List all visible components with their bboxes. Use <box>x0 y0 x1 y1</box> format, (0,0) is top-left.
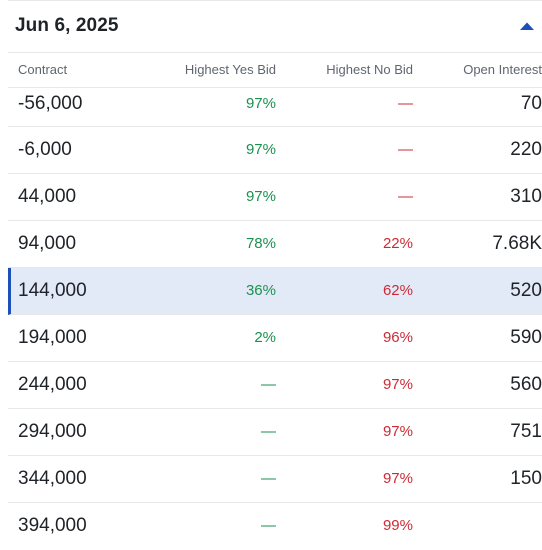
column-yes-bid[interactable]: Highest Yes Bid <box>184 62 276 77</box>
table-row[interactable]: 394,000 — 99% <box>8 503 542 550</box>
strike-value: 94,000 <box>18 233 77 254</box>
yes-bid-value[interactable]: 97% <box>245 141 276 158</box>
strike-value: 344,000 <box>18 468 87 489</box>
yes-bid-value[interactable]: 36% <box>245 282 276 299</box>
table-row[interactable]: 294,000 — 97% 751 <box>8 409 542 456</box>
contract-table: -56,000 97% — 70 -6,000 97% — 220 44,000… <box>8 88 542 550</box>
strike-value: 144,000 <box>18 280 87 301</box>
top-divider <box>8 0 542 1</box>
strike-value: -56,000 <box>18 93 83 114</box>
strike-value: 294,000 <box>18 421 87 442</box>
open-interest-value: 150 <box>510 468 542 489</box>
column-headers: Contract Highest Yes Bid Highest No Bid … <box>8 52 542 88</box>
collapse-button[interactable] <box>516 15 538 37</box>
column-contract[interactable]: Contract <box>18 62 68 77</box>
date-title: Jun 6, 2025 <box>15 15 119 36</box>
open-interest-value: 7.68K <box>492 233 542 254</box>
yes-bid-value[interactable]: 2% <box>254 329 276 346</box>
table-row-selected[interactable]: 144,000 36% 62% 520 <box>8 268 542 315</box>
table-row[interactable]: -6,000 97% — 220 <box>8 127 542 174</box>
date-header[interactable]: Jun 6, 2025 <box>8 0 542 53</box>
no-bid-value[interactable]: — <box>398 95 413 112</box>
yes-bid-value[interactable]: — <box>261 423 276 440</box>
open-interest-value: 751 <box>510 421 542 442</box>
table-row[interactable]: 44,000 97% — 310 <box>8 174 542 221</box>
no-bid-value[interactable]: 97% <box>382 376 413 393</box>
table-row[interactable]: 344,000 — 97% 150 <box>8 456 542 503</box>
strike-value: 244,000 <box>18 374 87 395</box>
strike-value: 44,000 <box>18 186 77 207</box>
no-bid-value[interactable]: 97% <box>382 470 413 487</box>
strike-value: -6,000 <box>18 139 72 160</box>
market-card: Jun 6, 2025 Contract Highest Yes Bid Hig… <box>8 0 542 536</box>
no-bid-value[interactable]: 96% <box>382 329 413 346</box>
caret-up-icon <box>520 22 534 30</box>
table-row[interactable]: 194,000 2% 96% 590 <box>8 315 542 362</box>
table-row[interactable]: 244,000 — 97% 560 <box>8 362 542 409</box>
yes-bid-value[interactable]: — <box>261 376 276 393</box>
yes-bid-value[interactable]: 97% <box>245 95 276 112</box>
open-interest-value: 310 <box>510 186 542 207</box>
yes-bid-value[interactable]: — <box>261 517 276 534</box>
table-row[interactable]: 94,000 78% 22% 7.68K <box>8 221 542 268</box>
no-bid-value[interactable]: — <box>398 188 413 205</box>
table-row[interactable]: -56,000 97% — 70 <box>8 88 542 127</box>
no-bid-value[interactable]: — <box>398 141 413 158</box>
yes-bid-value[interactable]: — <box>261 470 276 487</box>
open-interest-value: 70 <box>520 93 542 114</box>
no-bid-value[interactable]: 62% <box>382 282 413 299</box>
yes-bid-value[interactable]: 78% <box>245 235 276 252</box>
column-open-interest[interactable]: Open Interest <box>463 62 542 77</box>
open-interest-value: 590 <box>510 327 542 348</box>
strike-value: 194,000 <box>18 327 87 348</box>
open-interest-value: 220 <box>510 139 542 160</box>
no-bid-value[interactable]: 22% <box>382 235 413 252</box>
strike-value: 394,000 <box>18 515 87 536</box>
column-no-bid[interactable]: Highest No Bid <box>326 62 413 77</box>
yes-bid-value[interactable]: 97% <box>245 188 276 205</box>
no-bid-value[interactable]: 99% <box>382 517 413 534</box>
open-interest-value: 520 <box>510 280 542 301</box>
open-interest-value: 560 <box>510 374 542 395</box>
no-bid-value[interactable]: 97% <box>382 423 413 440</box>
